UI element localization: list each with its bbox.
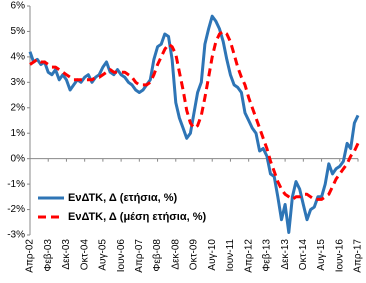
legend-label: ΕνΔΤΚ, Δ (μέση ετήσια, %): [68, 211, 207, 223]
x-tick-label: Ιουν-06: [116, 239, 127, 273]
legend-label: ΕνΔΤΚ, Δ (ετήσια, %): [68, 192, 178, 204]
y-tick-label: 5%: [11, 26, 26, 37]
x-tick-label: Δεκ-08: [170, 239, 181, 270]
x-tick-label: Ιουν-16: [334, 239, 345, 273]
x-tick-label: Οκτ-09: [189, 239, 200, 271]
y-tick-label: -2%: [7, 204, 25, 215]
y-tick-label: -1%: [7, 179, 25, 190]
x-tick-label: Οκτ-04: [79, 239, 90, 271]
y-tick-label: 6%: [11, 1, 26, 12]
y-tick-label: 2%: [11, 102, 26, 113]
x-tick-label: Δεκ-03: [61, 239, 72, 270]
x-tick-label: Οκτ-14: [298, 239, 309, 271]
x-tick-label: Αυγ-15: [316, 239, 327, 271]
x-tick-label: Αυγ-10: [207, 239, 218, 271]
y-tick-label: 4%: [11, 52, 26, 63]
x-tick-label: Απρ-17: [353, 239, 364, 273]
y-tick-label: -3%: [7, 230, 25, 241]
x-tick-label: Φεβ-13: [262, 239, 273, 272]
y-tick-label: 0%: [11, 153, 26, 164]
x-tick-label: Ιουν-11: [225, 239, 236, 272]
x-tick-label: Απρ-02: [25, 239, 36, 273]
x-tick-label: Φεβ-03: [43, 239, 54, 272]
x-tick-label: Απρ-12: [243, 239, 254, 273]
x-tick-label: Φεβ-08: [152, 239, 163, 272]
series-line: [28, 14, 360, 234]
x-tick-label: Δεκ-13: [280, 239, 291, 270]
x-tick-label: Αυγ-05: [98, 239, 109, 271]
y-tick-label: 1%: [11, 128, 26, 139]
y-tick-label: 3%: [11, 77, 26, 88]
x-tick-label: Απρ-07: [134, 239, 145, 273]
